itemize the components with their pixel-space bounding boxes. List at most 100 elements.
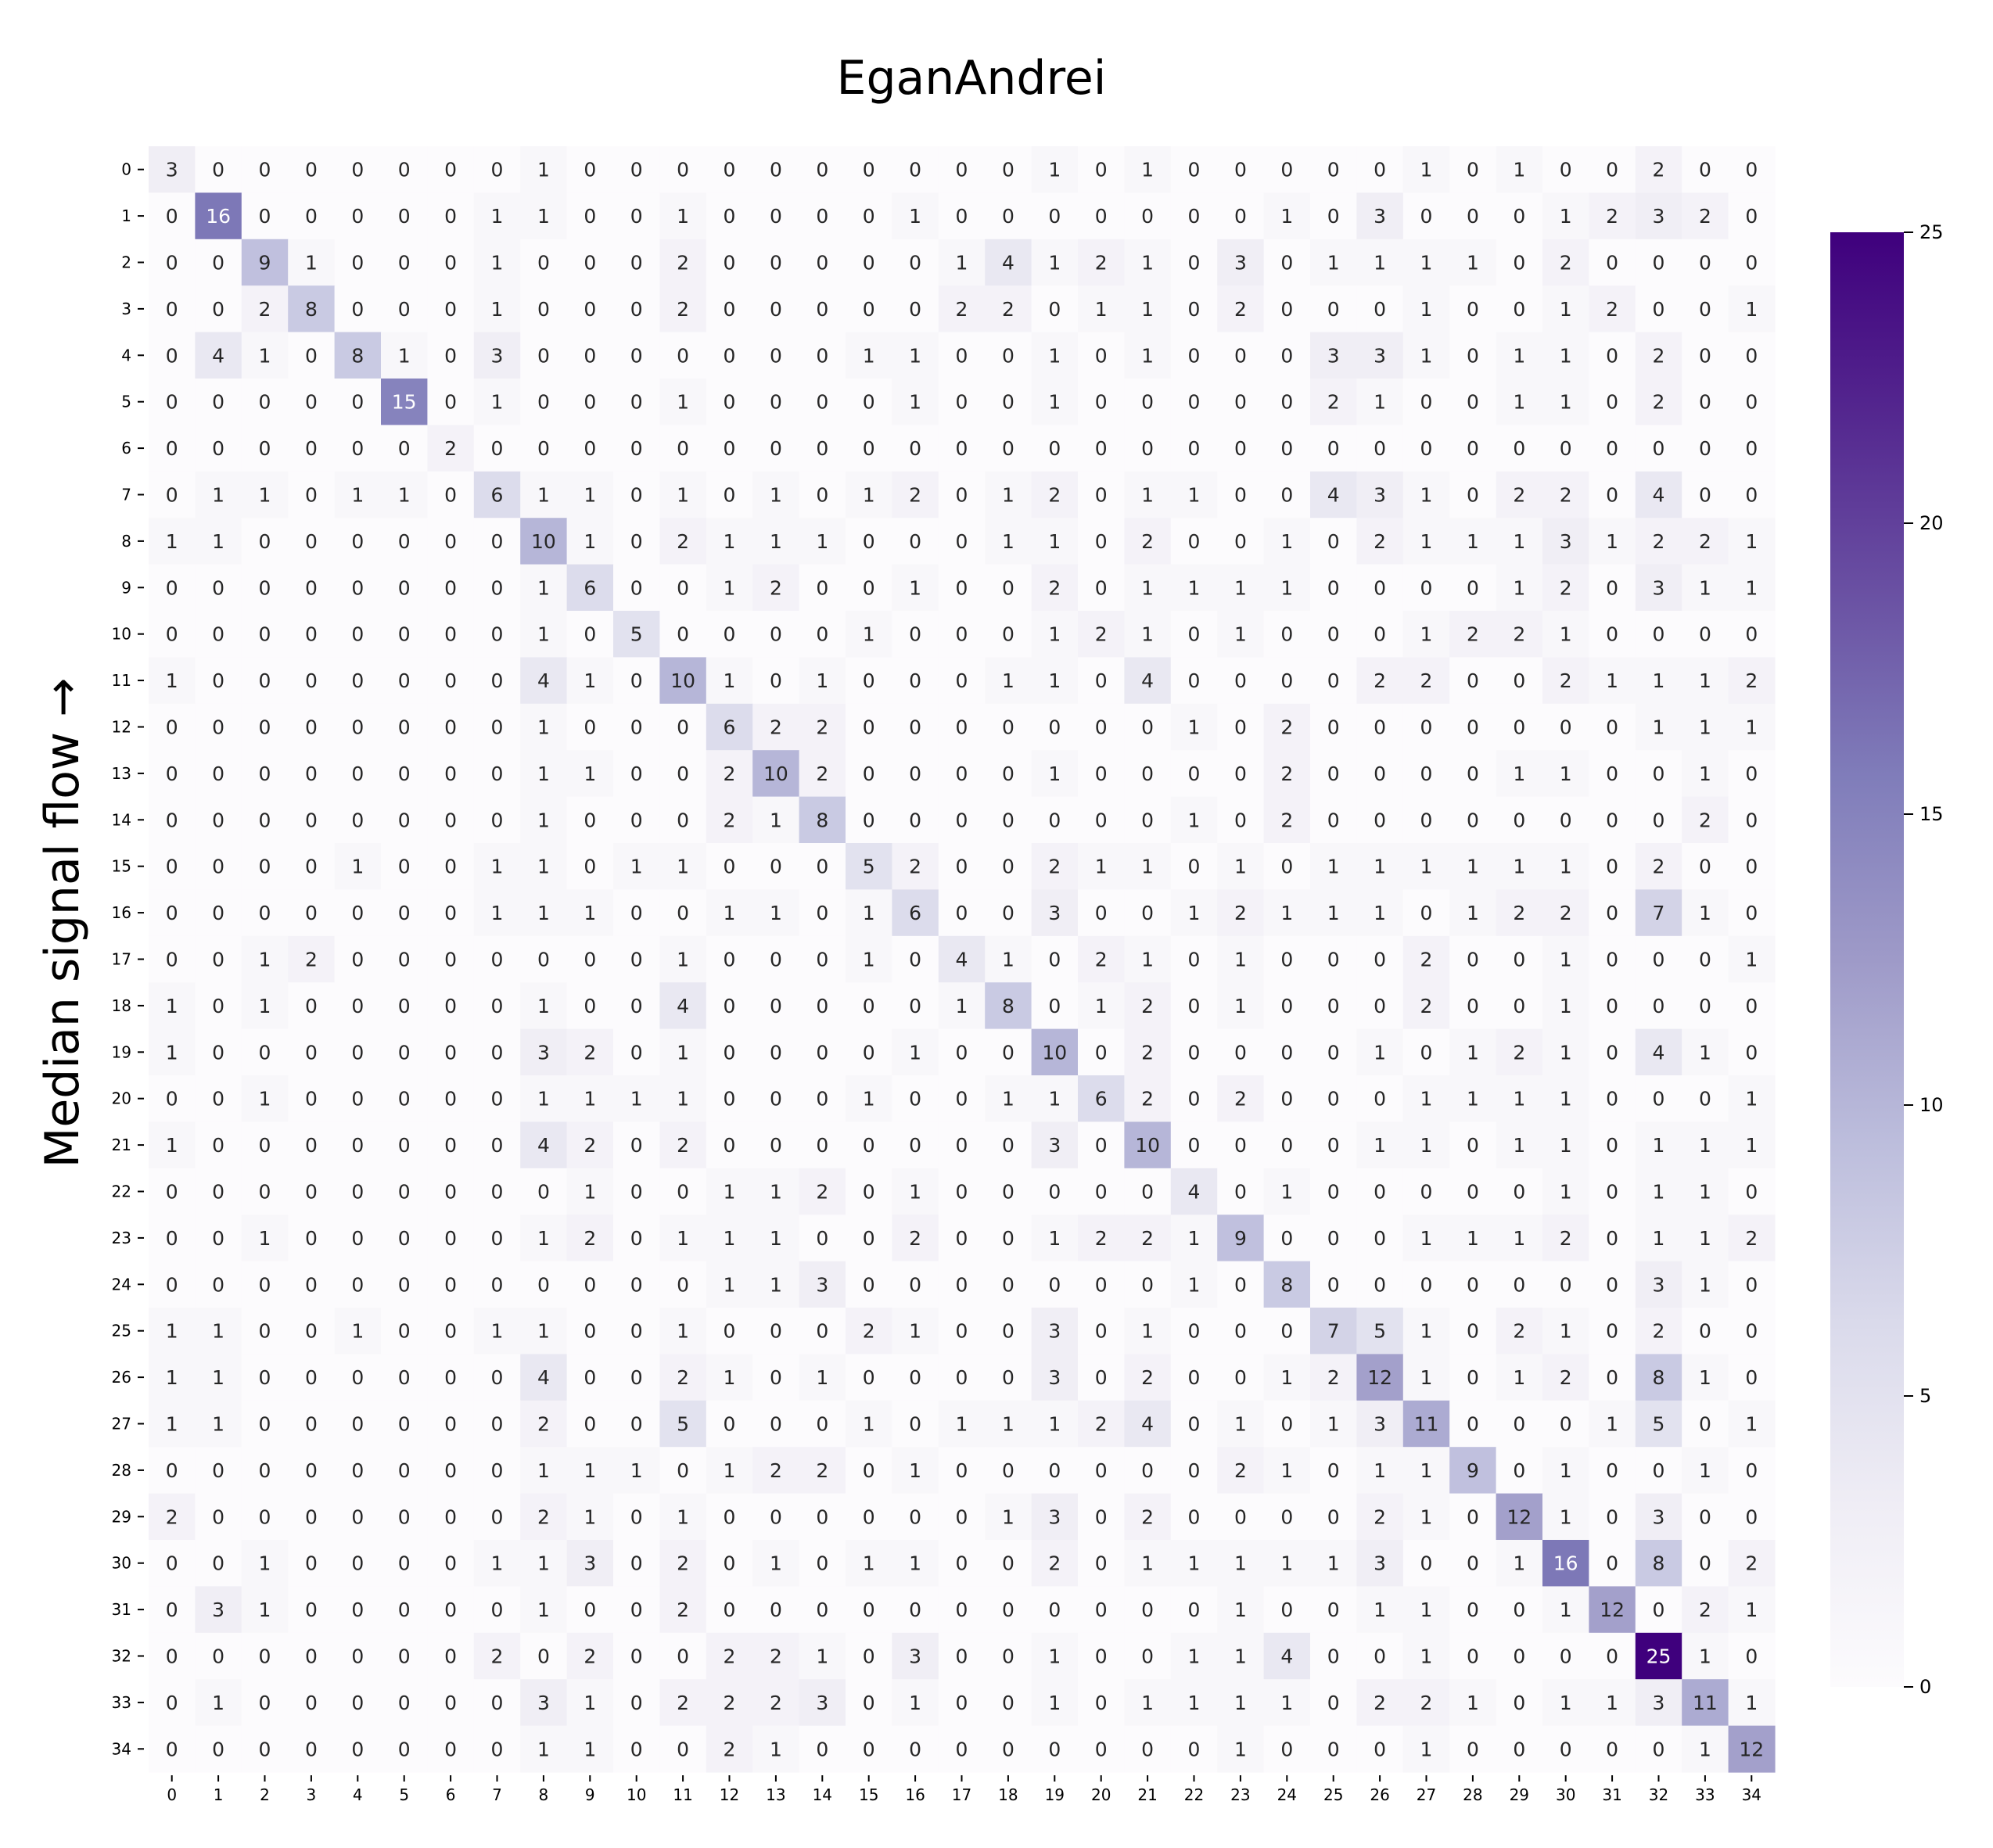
heatmap-cell-label: 0 xyxy=(351,391,364,414)
heatmap-cell xyxy=(1682,1075,1729,1122)
heatmap-cell xyxy=(846,192,892,240)
heatmap-cell xyxy=(1263,1679,1311,1727)
heatmap-cell-label: 0 xyxy=(1141,205,1154,228)
heatmap-cell xyxy=(1310,657,1357,705)
heatmap-cell-label: 1 xyxy=(1606,1413,1618,1436)
heatmap-cell xyxy=(195,1168,242,1215)
heatmap-cell-label: 0 xyxy=(305,1088,318,1111)
heatmap-cell-label: 2 xyxy=(1095,252,1108,275)
heatmap-cell-label: 0 xyxy=(1653,252,1665,275)
heatmap-cell-label: 0 xyxy=(351,1227,364,1250)
heatmap-cell-label: 1 xyxy=(1002,669,1014,692)
heatmap-cell xyxy=(1263,425,1311,472)
heatmap-cell-label: 1 xyxy=(166,1366,178,1389)
heatmap-cell-label: 0 xyxy=(724,391,736,414)
heatmap-cell-label: 1 xyxy=(1048,1413,1061,1436)
heatmap-cell-label: 0 xyxy=(212,669,224,692)
heatmap-cell xyxy=(1031,657,1079,705)
heatmap-cell xyxy=(1217,703,1265,751)
heatmap-cell-label: 0 xyxy=(1513,205,1525,228)
heatmap-cell-label: 0 xyxy=(1745,1459,1758,1482)
heatmap-cell xyxy=(1170,379,1218,425)
heatmap-cell-label: 1 xyxy=(1141,484,1154,507)
heatmap-cell-label: 1 xyxy=(491,205,504,228)
heatmap-cell xyxy=(381,1540,428,1587)
heatmap-cell-label: 1 xyxy=(1420,1645,1433,1668)
heatmap-cell xyxy=(985,1075,1032,1122)
heatmap-cell-label: 0 xyxy=(1234,1320,1247,1343)
heatmap-cell xyxy=(1217,471,1265,519)
heatmap-cell xyxy=(1635,843,1682,890)
heatmap-cell-label: 0 xyxy=(398,623,411,646)
x-tick-label: 27 xyxy=(1417,1785,1436,1804)
heatmap-cell-label: 0 xyxy=(1095,205,1108,228)
heatmap-cell-label: 0 xyxy=(1513,1413,1525,1436)
heatmap-cell-label: 1 xyxy=(1141,949,1154,971)
heatmap-cell-label: 0 xyxy=(1002,344,1014,367)
heatmap-cell xyxy=(1124,518,1172,565)
heatmap-cell xyxy=(381,796,428,844)
heatmap-cell xyxy=(892,471,939,519)
heatmap-cell xyxy=(1124,1354,1172,1401)
heatmap-cell-label: 1 xyxy=(1048,530,1061,553)
heatmap-cell xyxy=(1682,1261,1729,1308)
heatmap-cell-label: 1 xyxy=(1188,576,1201,599)
heatmap-cell xyxy=(1124,285,1172,333)
heatmap-cell-label: 0 xyxy=(351,1459,364,1482)
x-tick-label: 30 xyxy=(1556,1785,1575,1804)
heatmap-cell-label: 2 xyxy=(1234,298,1247,321)
heatmap-cell xyxy=(195,425,242,472)
heatmap-cell-label: 0 xyxy=(1745,344,1758,367)
heatmap-cell-label: 0 xyxy=(398,1134,411,1157)
heatmap-cell xyxy=(1356,192,1404,240)
heatmap-cell-label: 1 xyxy=(1420,252,1433,275)
heatmap-cell-label: 0 xyxy=(584,391,596,414)
heatmap-cell xyxy=(1682,332,1729,379)
heatmap-cell xyxy=(1728,518,1776,565)
heatmap-cell-label: 2 xyxy=(816,716,828,739)
heatmap-cell-label: 0 xyxy=(1327,716,1340,739)
heatmap-cell-label: 1 xyxy=(537,623,550,646)
heatmap-cell-label: 1 xyxy=(1699,1459,1711,1482)
heatmap-cell-label: 0 xyxy=(677,809,689,831)
heatmap-cell xyxy=(1542,935,1589,983)
heatmap-cell xyxy=(473,1632,521,1680)
heatmap-cell-label: 0 xyxy=(816,1320,828,1343)
heatmap-cell xyxy=(1263,239,1311,286)
heatmap-cell-label: 0 xyxy=(1280,1041,1293,1064)
heatmap-cell xyxy=(520,1679,568,1727)
heatmap-cell xyxy=(1635,285,1682,333)
heatmap-cell xyxy=(1124,332,1172,379)
heatmap-cell xyxy=(799,657,846,705)
heatmap-cell xyxy=(1078,518,1125,565)
heatmap-cell-label: 1 xyxy=(1560,1041,1572,1064)
heatmap-cell-label: 0 xyxy=(305,1645,318,1668)
heatmap-cell-label: 0 xyxy=(724,344,736,367)
heatmap-cell xyxy=(149,1679,196,1727)
heatmap-cell-label: 0 xyxy=(1467,1273,1479,1296)
heatmap-cell xyxy=(1356,1121,1404,1169)
heatmap-cell xyxy=(149,564,196,612)
heatmap-cell-label: 0 xyxy=(537,344,550,367)
heatmap-cell-label: 0 xyxy=(863,1273,875,1296)
heatmap-cell xyxy=(1496,1028,1543,1076)
heatmap-cell-label: 1 xyxy=(863,1413,875,1436)
heatmap-cell xyxy=(1682,285,1729,333)
heatmap-cell-label: 7 xyxy=(1327,1320,1340,1343)
heatmap-cell xyxy=(1031,239,1079,286)
heatmap-cell xyxy=(149,889,196,937)
heatmap-cell xyxy=(566,935,614,983)
heatmap-cell xyxy=(381,1168,428,1215)
heatmap-cell-label: 1 xyxy=(166,1134,178,1157)
heatmap-cell xyxy=(1449,1632,1497,1680)
heatmap-cell-label: 4 xyxy=(956,949,968,971)
heatmap-cell-label: 2 xyxy=(677,1599,689,1621)
heatmap-cell-label: 1 xyxy=(584,484,596,507)
heatmap-cell xyxy=(1589,750,1636,798)
heatmap-cell-label: 0 xyxy=(444,1181,457,1204)
heatmap-cell-label: 0 xyxy=(584,716,596,739)
heatmap-cell-label: 0 xyxy=(1699,344,1711,367)
heatmap-cell-label: 3 xyxy=(491,344,504,367)
heatmap-cell-label: 1 xyxy=(1420,344,1433,367)
heatmap-cell xyxy=(520,1121,568,1169)
